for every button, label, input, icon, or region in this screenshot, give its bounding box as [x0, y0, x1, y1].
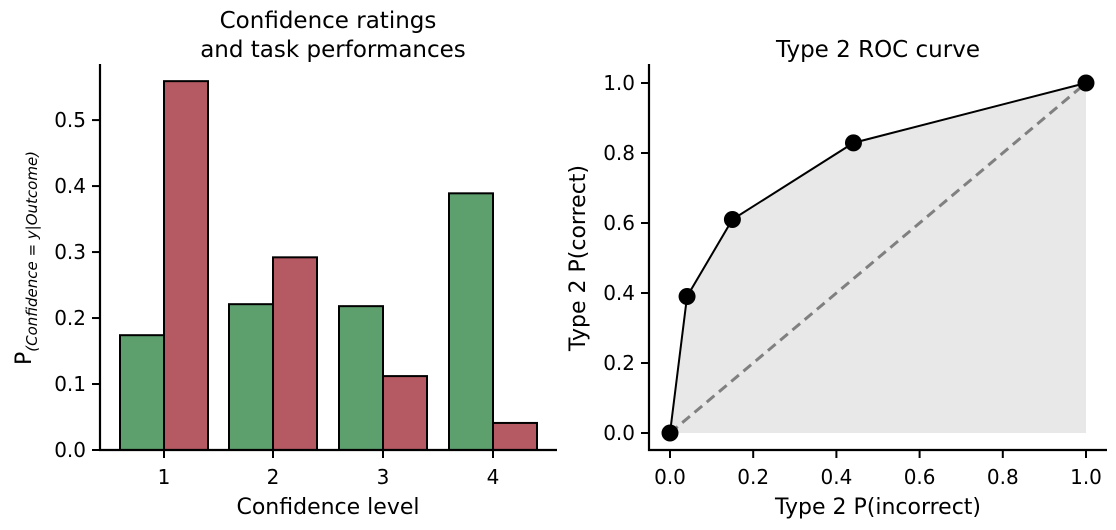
bar-incorrect-4 — [492, 421, 538, 452]
roc-chart-y-ticks: 0.0 0.2 0.4 0.6 0.8 1.0 — [603, 71, 649, 445]
chance-diagonal-line — [669, 81, 1087, 435]
x-tick-label: 0.4 — [820, 465, 852, 489]
bar-chart-x-label: Confidence level — [236, 495, 419, 520]
y-tick-label: 0.1 — [54, 372, 86, 396]
bar-correct-4 — [448, 192, 494, 451]
roc-point — [678, 288, 696, 305]
bar-chart-y-label-sub: (Confidence = y|Outcome) — [23, 151, 41, 352]
bar-group — [119, 80, 538, 452]
roc-chart-y-label: Type 2 P(correct) — [566, 165, 591, 352]
bar-chart-y-label: P(Confidence = y|Outcome) — [12, 151, 41, 365]
bar-incorrect-1 — [163, 80, 209, 452]
bar-chart-y-label-base: P — [12, 352, 37, 365]
roc-point — [723, 211, 741, 228]
roc-chart-x-ticks: 0.0 0.2 0.4 0.6 0.8 1.0 — [654, 450, 1102, 489]
svg-text:P(Confidence = y|Outcome): P(Confidence = y|Outcome) — [12, 151, 41, 365]
y-tick-label: 0.5 — [54, 108, 86, 132]
y-tick-label: 0.8 — [603, 141, 635, 165]
x-tick-label: 4 — [487, 465, 500, 489]
bar-correct-2 — [228, 303, 274, 451]
bar-chart-title-line2: and task performances — [200, 37, 466, 63]
x-tick-label: 0.0 — [654, 465, 686, 489]
y-tick-label: 0.2 — [54, 306, 86, 330]
x-tick-label: 1 — [158, 465, 171, 489]
y-tick-label: 0.3 — [54, 240, 86, 264]
x-tick-label: 3 — [377, 465, 390, 489]
roc-points — [661, 74, 1095, 442]
y-tick-label: 0.4 — [603, 281, 635, 305]
x-tick-label: 2 — [267, 465, 280, 489]
roc-chart: Type 2 ROC curve 0.00.20.40.60.81.0 0.0 0… — [566, 37, 1107, 520]
bar-correct-1 — [119, 334, 165, 452]
roc-point — [844, 134, 862, 152]
bar-chart-y-ticks: 0.0 0.1 0.2 0.3 0.4 0.5 — [54, 108, 100, 462]
roc-chart-title: Type 2 ROC curve — [775, 37, 980, 63]
bar-chart-x-ticks: 1 2 3 4 — [158, 450, 500, 489]
y-tick-label: 0.4 — [54, 174, 86, 198]
roc-point — [661, 424, 679, 442]
y-tick-label: 0.0 — [603, 421, 635, 445]
x-tick-label: 1.0 — [1070, 465, 1102, 489]
bar-correct-3 — [338, 305, 384, 451]
x-tick-label: 0.6 — [904, 465, 936, 489]
bar-chart: Confidence ratings and task performances… — [12, 8, 557, 520]
y-tick-label: 0.6 — [603, 211, 635, 235]
bar-chart-title-line1: Confidence ratings — [220, 8, 437, 34]
bar-incorrect-3 — [382, 375, 428, 452]
roc-chart-x-label: Type 2 P(incorrect) — [774, 495, 981, 520]
roc-point — [1077, 74, 1095, 92]
bar-incorrect-2 — [272, 256, 318, 452]
y-tick-label: 0.2 — [603, 351, 635, 375]
x-tick-label: 0.8 — [987, 465, 1019, 489]
y-tick-label: 1.0 — [603, 71, 635, 95]
y-tick-label: 0.0 — [54, 438, 86, 462]
x-tick-label: 0.2 — [737, 465, 769, 489]
